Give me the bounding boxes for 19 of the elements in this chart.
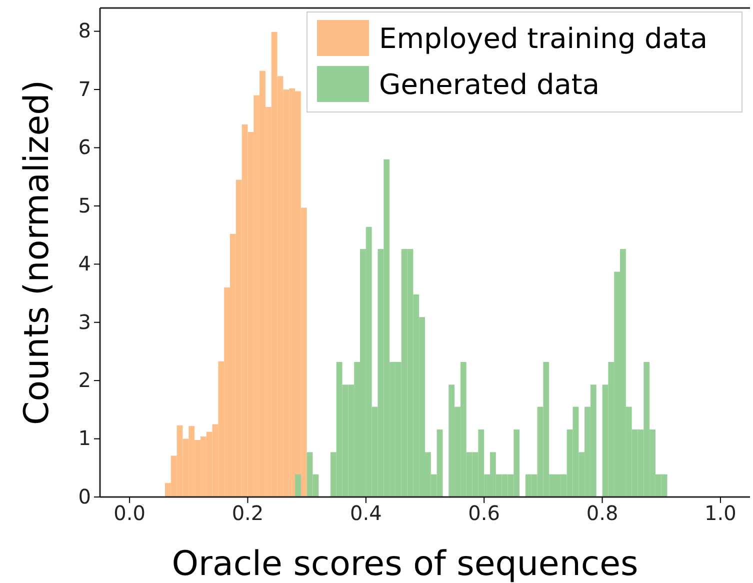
y-tick-label: 5	[78, 193, 91, 218]
y-axis-title: Counts (normalized)	[17, 80, 57, 425]
x-tick-label: 0.8	[586, 501, 618, 526]
y-tick-label: 3	[78, 310, 91, 334]
y-tick-label: 7	[78, 76, 91, 101]
x-tick-label: 0.2	[232, 501, 264, 526]
x-tick-label: 0.6	[468, 501, 500, 526]
legend-label: Employed training data	[379, 22, 708, 55]
y-tick-label: 2	[78, 368, 91, 392]
y-tick-label: 6	[78, 135, 91, 160]
x-tick-label: 0.0	[114, 501, 146, 526]
y-tick-label: 1	[78, 426, 91, 450]
legend-label: Generated data	[379, 68, 600, 101]
y-tick-label: 4	[78, 252, 91, 276]
x-tick-label: 1.0	[704, 501, 736, 526]
y-tick-label: 8	[78, 18, 91, 43]
y-tick-label: 0	[78, 484, 91, 508]
x-tick-label: 0.4	[350, 501, 382, 526]
x-axis-title: Oracle scores of sequences	[172, 544, 638, 583]
